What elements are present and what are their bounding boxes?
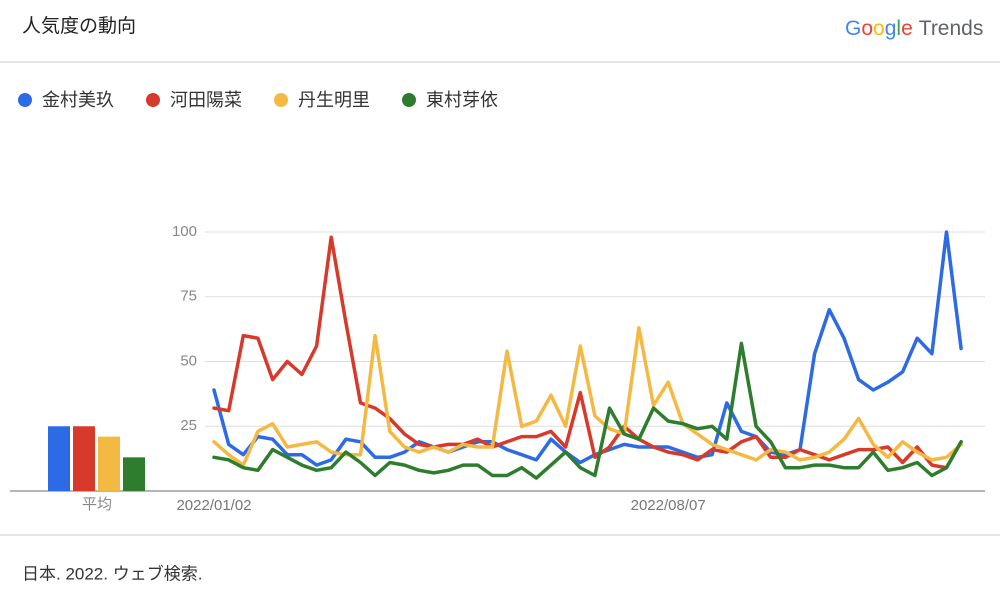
legend-label: 丹生明里 xyxy=(298,90,370,110)
legend-dot xyxy=(274,93,288,107)
header-title: 人気度の動向 xyxy=(22,15,136,37)
logo-google: Google xyxy=(845,17,913,40)
y-tick-label: 100 xyxy=(172,223,197,240)
average-bar xyxy=(48,426,70,491)
logo: Google Trends xyxy=(845,17,983,40)
x-tick-label: 2022/01/02 xyxy=(176,497,251,514)
average-bar xyxy=(98,436,120,491)
average-bar xyxy=(123,457,145,491)
footer: 日本. 2022. ウェブ検索. xyxy=(22,563,202,583)
logo-trends: Trends xyxy=(919,17,984,40)
y-tick-label: 75 xyxy=(180,288,197,305)
legend-dot xyxy=(18,93,32,107)
legend-label: 東村芽依 xyxy=(426,90,498,110)
average-bar xyxy=(73,426,95,491)
y-tick-label: 25 xyxy=(180,417,197,434)
average-label: 平均 xyxy=(82,496,112,513)
x-tick-label: 2022/08/07 xyxy=(631,497,706,514)
y-tick-label: 50 xyxy=(180,352,197,369)
series-line xyxy=(212,230,963,467)
legend-dot xyxy=(402,93,416,107)
series-line xyxy=(212,326,963,467)
legend-label: 金村美玖 xyxy=(42,90,114,110)
legend-dot xyxy=(146,93,160,107)
series-line xyxy=(212,235,963,470)
legend-label: 河田陽菜 xyxy=(170,90,242,110)
series-line xyxy=(212,341,963,480)
